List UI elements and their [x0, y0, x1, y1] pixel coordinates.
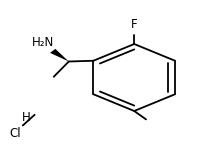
Polygon shape: [50, 49, 69, 62]
Text: Cl: Cl: [10, 127, 21, 140]
Text: H₂N: H₂N: [32, 36, 54, 49]
Text: H: H: [22, 111, 30, 124]
Text: F: F: [131, 18, 138, 31]
